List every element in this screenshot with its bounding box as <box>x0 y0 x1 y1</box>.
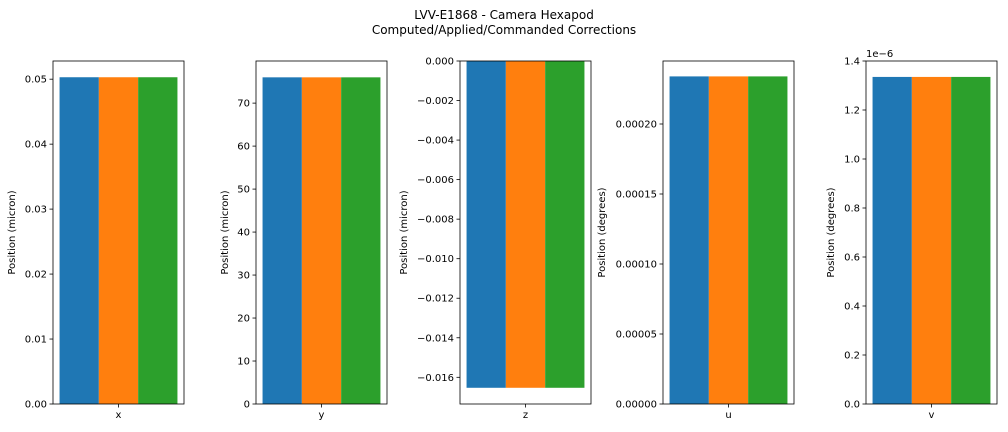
ytick-label-y-7: 70 <box>237 99 250 110</box>
xtick-label-v: v <box>929 410 935 421</box>
ytick-label-x-2: 0.02 <box>25 270 47 281</box>
ytick-label-v-5: 1.0 <box>844 155 860 166</box>
bar-v-1 <box>872 76 912 405</box>
ytick-label-v-6: 1.2 <box>844 106 860 117</box>
ytick-label-x-0: 0.00 <box>25 400 47 411</box>
ylabel-u: Position (degrees) <box>597 187 608 277</box>
ytick-label-z-4: −0.008 <box>417 215 454 226</box>
ytick-label-y-5: 50 <box>237 185 250 196</box>
ytick-label-z-3: −0.006 <box>417 175 454 186</box>
ytick-label-z-5: −0.010 <box>417 254 454 265</box>
ytick-label-x-3: 0.03 <box>25 205 47 216</box>
bar-v-3 <box>951 76 991 405</box>
bar-x-1 <box>59 77 99 404</box>
ylabel-z: Position (micron) <box>399 190 410 274</box>
subplot-x: 0.00 0.01 0.02 0.03 0.04 0.05 x Position (micro… <box>7 60 185 421</box>
ytick-label-z-6: −0.012 <box>417 294 454 305</box>
bar-x-2 <box>98 77 139 404</box>
ytick-label-y-0: 0 <box>244 400 250 411</box>
ytick-label-y-6: 60 <box>237 142 250 153</box>
ytick-label-z-1: −0.002 <box>417 96 454 107</box>
xtick-label-y: y <box>319 410 325 421</box>
ytick-label-x-1: 0.01 <box>25 335 47 346</box>
xtick-label-u: u <box>725 410 731 421</box>
ytick-label-x-5: 0.05 <box>25 75 47 86</box>
bar-u-3 <box>748 76 788 405</box>
ytick-label-z-0: 0.000 <box>425 57 454 68</box>
ylabel-x: Position (micron) <box>7 190 18 274</box>
bar-y-2 <box>301 77 342 404</box>
bar-y-3 <box>341 77 381 404</box>
ytick-label-v-7: 1.4 <box>844 57 860 68</box>
ytick-label-x-4: 0.04 <box>25 140 47 151</box>
ytick-label-y-4: 40 <box>237 228 250 239</box>
ytick-label-u-4: 0.00020 <box>616 120 657 131</box>
ytick-label-v-3: 0.6 <box>844 253 860 264</box>
ylabel-y: Position (micron) <box>220 190 231 274</box>
bar-x-3 <box>138 77 178 404</box>
ytick-label-v-4: 0.8 <box>844 204 860 215</box>
subplot-z: 0.000 −0.002 −0.004 −0.006 −0.008 −0.010 −0.01… <box>399 57 592 421</box>
ytick-label-y-2: 20 <box>237 314 250 325</box>
ytick-label-y-1: 10 <box>237 357 250 368</box>
figure-title-line2: Computed/Applied/Commanded Corrections <box>371 23 637 37</box>
ytick-label-z-8: −0.016 <box>417 373 454 384</box>
ytick-label-u-1: 0.00005 <box>616 330 657 341</box>
ylabel-v: Position (degrees) <box>826 187 837 277</box>
ytick-label-v-0: 0.0 <box>844 400 860 411</box>
figure-title: LVV-E1868 - Camera Hexapod Computed/Appl… <box>0 8 1008 38</box>
ytick-label-z-2: −0.004 <box>417 136 454 147</box>
ytick-label-u-3: 0.00015 <box>616 190 657 201</box>
ytick-label-y-3: 30 <box>237 271 250 282</box>
xtick-label-x: x <box>116 410 122 421</box>
bar-v-2 <box>911 76 952 405</box>
bar-y-1 <box>262 77 302 404</box>
subplot-y: 0 10 20 30 40 50 60 70 y Position (micron) <box>220 60 388 421</box>
ytick-label-v-2: 0.4 <box>844 302 860 313</box>
subplot-u: 0.00000 0.00005 0.00010 0.00015 0.00020 u Posi… <box>597 60 795 421</box>
offset-label-v: 1e−6 <box>866 49 893 60</box>
subplot-v: 0.0 0.2 0.4 0.6 0.8 1.0 1.2 1.4 v Position (degre… <box>826 49 998 421</box>
bar-z-2 <box>505 61 546 388</box>
ytick-label-u-2: 0.00010 <box>616 260 657 271</box>
xtick-label-z: z <box>523 410 528 421</box>
bar-z-3 <box>545 61 585 388</box>
bar-z-1 <box>466 61 506 388</box>
ytick-label-v-1: 0.2 <box>844 351 860 362</box>
figure-title-line1: LVV-E1868 - Camera Hexapod <box>414 8 594 22</box>
bar-u-2 <box>708 76 749 405</box>
ytick-label-u-0: 0.00000 <box>616 400 657 411</box>
bar-u-1 <box>669 76 709 405</box>
ytick-label-z-7: −0.014 <box>417 333 454 344</box>
